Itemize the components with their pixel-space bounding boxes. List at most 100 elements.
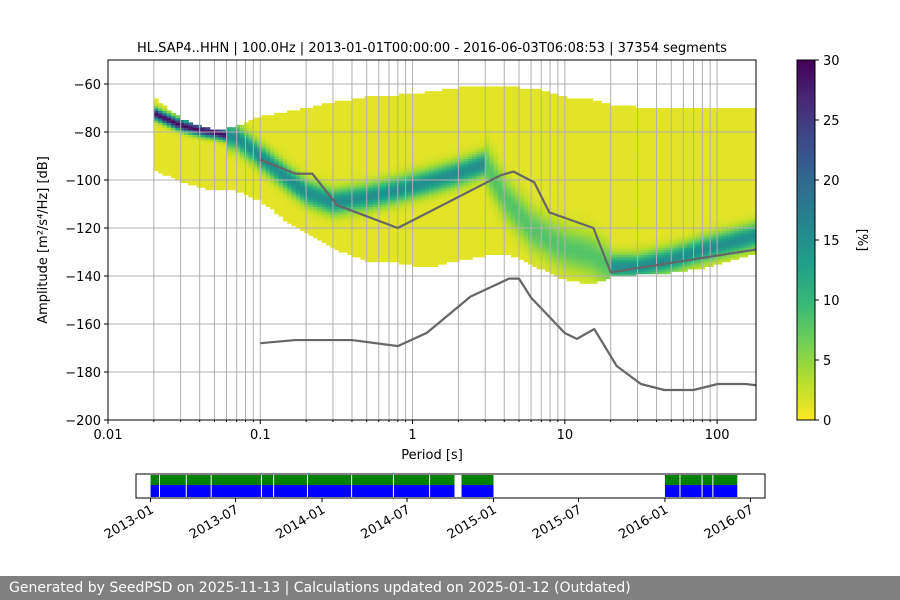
heatmap-cell (218, 182, 224, 186)
heatmap-cell (515, 252, 521, 255)
heatmap-cell (390, 144, 396, 147)
heatmap-cell (429, 189, 435, 193)
heatmap-cell (429, 115, 435, 119)
heatmap-cell (442, 196, 447, 200)
heatmap-cell (252, 148, 258, 152)
heatmap-cell (463, 141, 469, 145)
heatmap-cell (463, 139, 469, 143)
heatmap-cell (399, 127, 404, 131)
heatmap-cell (394, 156, 400, 159)
heatmap-cell (467, 165, 473, 169)
heatmap-cell (325, 237, 331, 241)
heatmap-cell (373, 213, 379, 217)
heatmap-cell (467, 170, 473, 174)
heatmap-cell (454, 170, 460, 174)
heatmap-cell (355, 189, 361, 193)
heatmap-cell (347, 189, 353, 193)
heatmap-cell (317, 148, 323, 152)
heatmap-cell (459, 211, 465, 215)
heatmap-cell (390, 120, 396, 123)
heatmap-cell (265, 136, 271, 140)
heatmap-cell (239, 175, 245, 179)
heatmap-cell (278, 160, 284, 164)
heatmap-cell (442, 98, 447, 102)
heatmap-cell (424, 105, 430, 109)
heatmap-cell (351, 184, 357, 188)
heatmap-cell (433, 151, 439, 155)
heatmap-cell (214, 180, 219, 183)
heatmap-cell (532, 160, 538, 164)
heatmap-cell (377, 196, 383, 200)
heatmap-cell (351, 151, 357, 155)
heatmap-cell (334, 144, 340, 147)
heatmap-cell (399, 158, 404, 162)
heatmap-cell (338, 151, 344, 155)
heatmap-cell (325, 120, 331, 123)
heatmap-cell (312, 120, 318, 123)
heatmap-cell (171, 156, 176, 159)
heatmap-cell (317, 225, 323, 229)
heatmap-cell (334, 189, 340, 193)
heatmap-cell (454, 208, 460, 212)
heatmap-cell (312, 165, 318, 169)
heatmap-cell (317, 136, 323, 140)
heatmap-cell (485, 96, 490, 99)
heatmap-cell (528, 122, 533, 126)
heatmap-cell (489, 230, 495, 234)
heatmap-cell (308, 156, 314, 159)
heatmap-cell (459, 254, 465, 258)
heatmap-cell (454, 242, 460, 246)
heatmap-cell (424, 132, 430, 135)
heatmap-cell (265, 189, 271, 193)
heatmap-cell (373, 117, 379, 121)
heatmap-cell (454, 204, 460, 207)
heatmap-cell (355, 232, 361, 236)
heatmap-cell (454, 223, 460, 227)
heatmap-cell (334, 120, 340, 123)
heatmap-cell (390, 168, 396, 171)
heatmap-cell (381, 211, 387, 215)
heatmap-cell (399, 206, 404, 210)
heatmap-cell (407, 144, 413, 147)
heatmap-cell (248, 163, 254, 167)
heatmap-cell (416, 208, 422, 212)
heatmap-cell (485, 218, 490, 222)
heatmap-cell (446, 220, 452, 224)
heatmap-cell (317, 120, 323, 123)
heatmap-cell (493, 105, 499, 109)
heatmap-cell (351, 187, 357, 191)
heatmap-cell (399, 235, 404, 239)
heatmap-cell (183, 146, 189, 150)
heatmap-cell (171, 168, 176, 171)
heatmap-cell (437, 206, 443, 210)
heatmap-cell (325, 180, 331, 183)
heatmap-cell (515, 93, 521, 97)
heatmap-cell (523, 244, 529, 248)
heatmap-cell (540, 244, 546, 248)
heatmap-cell (442, 127, 447, 131)
heatmap-cell (532, 199, 538, 203)
heatmap-cell (394, 218, 400, 222)
heatmap-cell (282, 115, 288, 119)
heatmap-cell (338, 235, 344, 239)
heatmap-cell (265, 196, 271, 200)
heatmap-cell (407, 146, 413, 150)
heatmap-cell (338, 124, 344, 128)
heatmap-cell (209, 144, 215, 147)
heatmap-cell (368, 160, 374, 164)
heatmap-cell (347, 184, 353, 188)
heatmap-cell (373, 136, 379, 140)
heatmap-cell (472, 98, 478, 102)
heatmap-cell (347, 228, 353, 231)
heatmap-cell (454, 115, 460, 119)
heatmap-cell (235, 124, 241, 128)
heatmap-cell (472, 132, 478, 135)
heatmap-cell (248, 168, 254, 171)
heatmap-cell (235, 165, 241, 169)
heatmap-cell (257, 124, 262, 128)
heatmap-cell (463, 218, 469, 222)
heatmap-cell (278, 112, 284, 116)
heatmap-cell (334, 151, 340, 155)
heatmap-cell (420, 201, 426, 205)
heatmap-cell (158, 122, 164, 126)
